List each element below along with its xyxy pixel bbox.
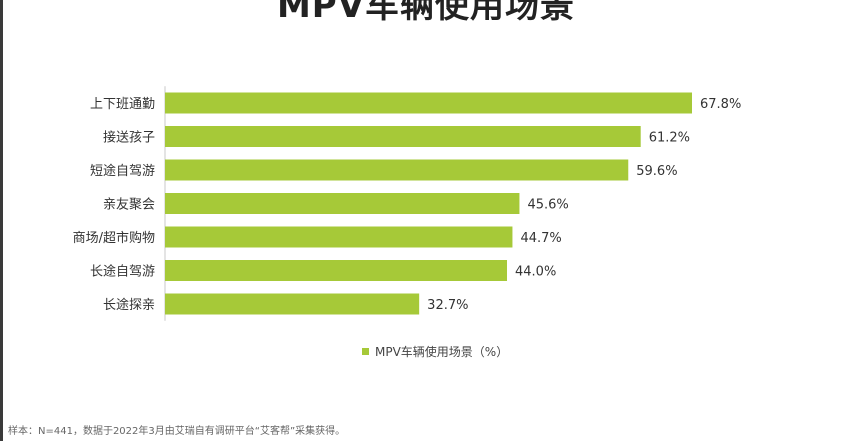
bar (165, 193, 520, 214)
bar (165, 293, 420, 315)
legend-label: MPV车辆使用场景（%） (375, 345, 509, 359)
bar (165, 126, 641, 147)
category-label: 上下班通勤 (90, 97, 155, 112)
left-border (0, 0, 3, 441)
category-label: 短途自驾游 (90, 163, 155, 179)
data-label: 44.7% (520, 231, 561, 246)
chart-title: MPV车辆使用场景 (276, 0, 576, 26)
bar (165, 92, 692, 114)
data-label: 45.6% (527, 198, 568, 213)
data-label: 59.6% (636, 164, 677, 179)
category-label: 商场/超市购物 (73, 230, 155, 246)
category-label: 长途探亲 (103, 297, 155, 313)
legend-swatch (362, 348, 369, 355)
data-label: 61.2% (649, 131, 690, 146)
data-label: 32.7% (427, 298, 468, 313)
legend: MPV车辆使用场景（%） (362, 343, 508, 360)
data-label: 44.0% (515, 265, 556, 280)
bar (165, 226, 513, 248)
bar (165, 159, 629, 181)
category-label: 接送孩子 (103, 130, 155, 146)
category-label: 长途自驾游 (90, 264, 155, 280)
source-note: 样本：N=441，数据于2022年3月由艾瑞自有调研平台“艾客帮”采集获得。 (8, 426, 346, 437)
bar (165, 260, 508, 281)
category-label: 亲友聚会 (103, 197, 155, 213)
data-label: 67.8% (700, 97, 741, 112)
